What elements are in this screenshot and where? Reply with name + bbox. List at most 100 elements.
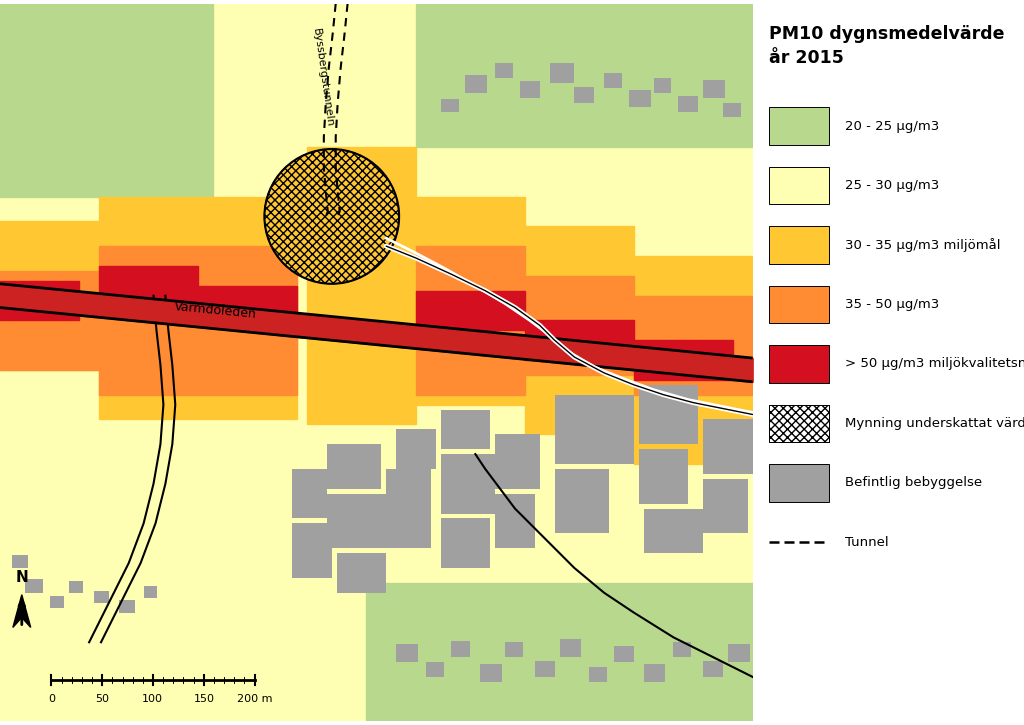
Bar — [769, 226, 828, 264]
Bar — [198, 271, 297, 345]
Bar — [99, 266, 198, 305]
Bar — [440, 410, 490, 450]
Bar — [555, 394, 634, 464]
Bar — [703, 478, 748, 534]
Text: Byssbergstunneln: Byssbergstunneln — [311, 28, 335, 128]
Bar — [307, 355, 416, 424]
Bar — [678, 96, 698, 112]
Text: > 50 μg/m3 miljökvalitetsnorm: > 50 μg/m3 miljökvalitetsnorm — [845, 357, 1024, 370]
Bar — [143, 586, 158, 597]
Text: 150: 150 — [194, 694, 214, 704]
Bar — [555, 469, 609, 534]
Bar — [639, 385, 698, 444]
Text: 35 - 50 μg/m3: 35 - 50 μg/m3 — [845, 298, 939, 311]
Bar — [550, 63, 574, 83]
Bar — [99, 345, 198, 420]
Bar — [466, 75, 487, 93]
Bar — [367, 583, 753, 721]
Bar — [198, 196, 297, 271]
Bar — [119, 600, 135, 613]
Bar — [496, 494, 535, 548]
Text: 25 - 30 μg/m3: 25 - 30 μg/m3 — [845, 179, 939, 192]
Bar — [12, 555, 28, 568]
Bar — [644, 664, 666, 682]
Bar — [674, 642, 691, 657]
Bar — [99, 271, 198, 345]
Bar — [416, 335, 525, 405]
Bar — [198, 247, 297, 296]
Bar — [728, 645, 750, 662]
Bar — [327, 494, 396, 548]
Circle shape — [264, 149, 399, 283]
Text: Värmdöleden: Värmdöleden — [173, 300, 257, 321]
Bar — [634, 345, 753, 394]
Bar — [94, 591, 109, 602]
Bar — [639, 450, 688, 504]
Bar — [396, 429, 436, 469]
Bar — [644, 508, 703, 553]
Bar — [292, 523, 332, 578]
Bar — [535, 661, 555, 677]
Bar — [525, 320, 634, 360]
Bar — [559, 639, 582, 657]
Bar — [198, 286, 297, 326]
Bar — [416, 196, 525, 266]
Bar — [49, 596, 65, 608]
Bar — [386, 469, 431, 548]
Bar — [0, 281, 79, 320]
Bar — [307, 286, 416, 355]
Bar — [614, 646, 634, 662]
Bar — [480, 664, 502, 682]
Bar — [416, 266, 525, 335]
Bar — [198, 345, 297, 394]
Bar — [525, 326, 634, 375]
Bar — [307, 217, 416, 286]
Bar — [634, 296, 753, 345]
Bar — [416, 247, 525, 296]
Bar — [520, 80, 540, 98]
Bar — [0, 221, 99, 296]
Text: Mynning underskattat värde: Mynning underskattat värde — [845, 417, 1024, 430]
Bar — [416, 291, 525, 331]
Bar — [525, 226, 634, 296]
Bar — [525, 296, 634, 365]
Bar — [703, 661, 723, 677]
Bar — [70, 581, 83, 593]
Bar — [451, 642, 470, 657]
Bar — [99, 296, 198, 345]
Bar — [426, 662, 443, 677]
Bar — [629, 90, 650, 107]
Bar — [0, 320, 99, 370]
Bar — [604, 72, 622, 88]
Bar — [307, 147, 416, 217]
Text: PM10 dygnsmedelvärde
år 2015: PM10 dygnsmedelvärde år 2015 — [769, 25, 1005, 67]
Bar — [769, 405, 828, 442]
Text: 0: 0 — [48, 694, 55, 704]
Text: N: N — [15, 570, 29, 585]
Bar — [769, 405, 828, 442]
Text: 100: 100 — [142, 694, 163, 704]
Bar — [198, 345, 297, 420]
Bar — [634, 326, 753, 394]
Bar — [589, 667, 607, 682]
Text: Befintlig bebyggelse: Befintlig bebyggelse — [845, 476, 982, 489]
Bar — [634, 340, 733, 380]
Bar — [505, 642, 523, 657]
Bar — [703, 420, 753, 474]
Bar — [440, 518, 490, 568]
Bar — [769, 286, 828, 323]
Bar — [0, 4, 213, 196]
Bar — [198, 296, 297, 345]
Bar — [769, 345, 828, 383]
Bar — [525, 365, 634, 434]
Bar — [574, 87, 594, 102]
Bar — [416, 345, 525, 394]
Bar — [99, 345, 198, 394]
Bar — [99, 247, 198, 296]
Text: Tunnel: Tunnel — [845, 536, 889, 549]
Bar — [634, 256, 753, 326]
Bar — [416, 296, 525, 345]
Bar — [769, 167, 828, 204]
Bar — [337, 553, 386, 593]
Bar — [25, 579, 43, 593]
